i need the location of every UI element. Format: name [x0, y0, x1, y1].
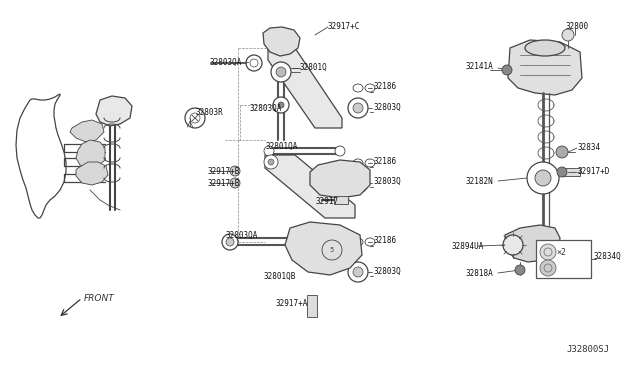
Text: 32917+B: 32917+B — [207, 167, 239, 176]
Circle shape — [273, 97, 289, 113]
Circle shape — [226, 238, 234, 246]
Circle shape — [503, 235, 523, 255]
Text: 32917+A: 32917+A — [276, 299, 308, 308]
Ellipse shape — [353, 238, 363, 246]
Polygon shape — [505, 225, 560, 262]
Text: 32803Q: 32803Q — [373, 103, 401, 112]
Polygon shape — [70, 120, 104, 142]
Circle shape — [335, 146, 345, 156]
Circle shape — [502, 65, 512, 75]
Polygon shape — [76, 140, 105, 168]
Polygon shape — [265, 155, 355, 218]
Text: 32834Q: 32834Q — [593, 252, 621, 261]
Text: J32800SJ: J32800SJ — [566, 345, 609, 354]
Text: 32917: 32917 — [316, 197, 339, 206]
Polygon shape — [268, 48, 342, 128]
Circle shape — [264, 146, 274, 156]
Ellipse shape — [353, 159, 363, 167]
Circle shape — [556, 146, 568, 158]
Circle shape — [353, 267, 363, 277]
Circle shape — [353, 178, 363, 188]
Text: 32803QA: 32803QA — [250, 104, 282, 113]
Text: 32801QA: 32801QA — [266, 142, 298, 151]
Bar — [536, 240, 591, 278]
Circle shape — [230, 166, 240, 176]
Text: 32834: 32834 — [577, 143, 600, 152]
Polygon shape — [96, 96, 132, 126]
Text: 32917+B: 32917+B — [207, 179, 239, 188]
Ellipse shape — [365, 159, 375, 167]
Text: 32803Q: 32803Q — [373, 177, 401, 186]
Circle shape — [540, 260, 556, 276]
Circle shape — [222, 234, 238, 250]
Circle shape — [515, 265, 525, 275]
Bar — [307, 295, 317, 317]
Circle shape — [268, 159, 274, 165]
Polygon shape — [508, 40, 582, 95]
Circle shape — [527, 162, 559, 194]
Circle shape — [264, 155, 278, 169]
Text: 5: 5 — [330, 247, 334, 253]
Ellipse shape — [365, 84, 375, 92]
Circle shape — [246, 55, 262, 71]
Text: 32141A: 32141A — [466, 62, 493, 71]
Ellipse shape — [365, 238, 375, 246]
Circle shape — [562, 29, 574, 41]
Polygon shape — [310, 160, 370, 198]
Text: 32803R: 32803R — [195, 108, 223, 117]
Text: 32917+D: 32917+D — [577, 167, 609, 176]
Text: 32818A: 32818A — [466, 269, 493, 278]
Circle shape — [276, 67, 286, 77]
Circle shape — [535, 170, 551, 186]
Circle shape — [348, 262, 368, 282]
Polygon shape — [76, 162, 108, 185]
Text: 32186: 32186 — [373, 82, 396, 91]
Circle shape — [271, 62, 291, 82]
Circle shape — [540, 244, 556, 260]
Text: FRONT: FRONT — [84, 294, 115, 303]
Text: 32186: 32186 — [373, 157, 396, 166]
Ellipse shape — [353, 84, 363, 92]
Polygon shape — [263, 27, 300, 56]
Text: 32801Q: 32801Q — [299, 63, 327, 72]
Bar — [562, 168, 580, 176]
Text: 32803Q: 32803Q — [373, 267, 401, 276]
Text: ×2: ×2 — [556, 248, 566, 257]
Bar — [334, 196, 348, 204]
Circle shape — [348, 98, 368, 118]
Text: 32800: 32800 — [566, 22, 589, 31]
Circle shape — [557, 167, 567, 177]
Circle shape — [353, 103, 363, 113]
Circle shape — [348, 173, 368, 193]
Text: 32186: 32186 — [373, 236, 396, 245]
Text: 32182N: 32182N — [466, 177, 493, 186]
Text: 32803QA: 32803QA — [226, 231, 259, 240]
Circle shape — [230, 178, 240, 188]
Text: 32803QA: 32803QA — [209, 58, 241, 67]
Polygon shape — [285, 222, 362, 275]
Circle shape — [278, 102, 284, 108]
Text: 32801QB: 32801QB — [264, 272, 296, 281]
Ellipse shape — [525, 40, 565, 56]
Text: 32894UA: 32894UA — [452, 242, 484, 251]
Text: 32917+C: 32917+C — [328, 22, 360, 31]
